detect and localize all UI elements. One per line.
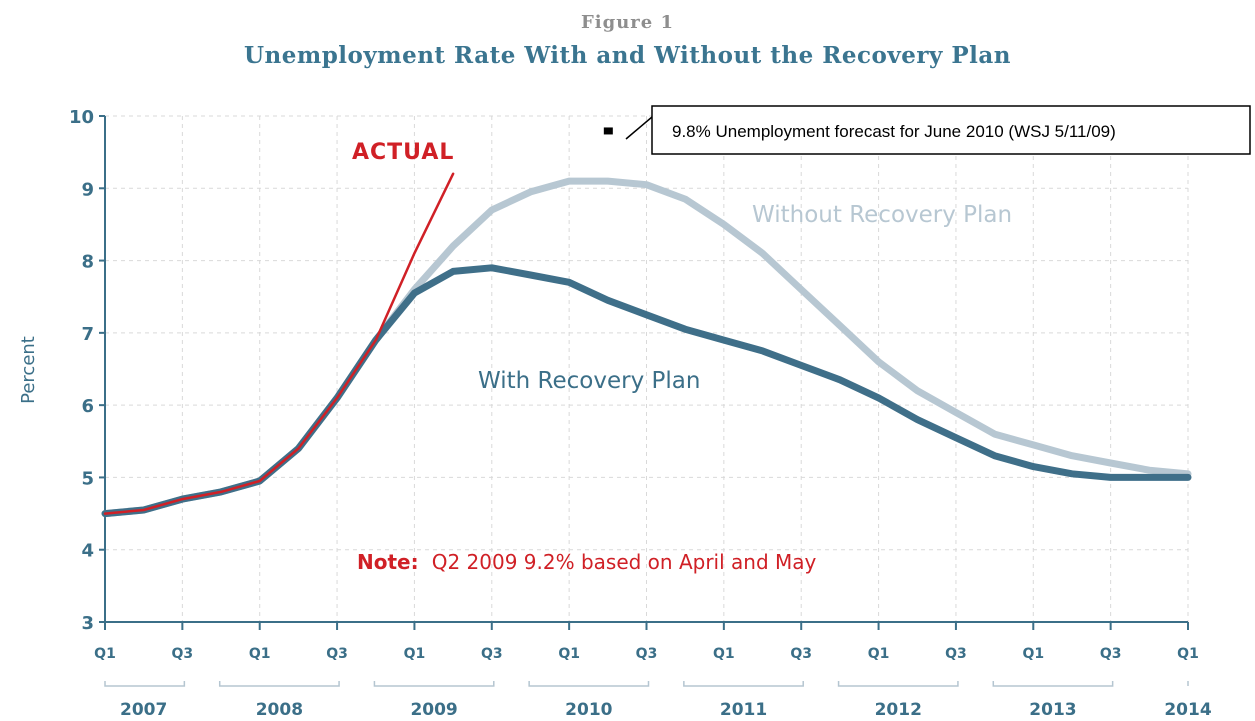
callout-box — [651, 105, 1251, 155]
x-tick-label: Q3 — [172, 646, 194, 662]
x-year-label: 2010 — [565, 700, 612, 720]
y-tick-label: 9 — [81, 179, 94, 200]
without-recovery-plan-label: Without Recovery Plan — [752, 202, 1012, 228]
note-bold: Note: — [357, 550, 419, 574]
x-tick-label: Q1 — [404, 646, 426, 662]
x-tick-label: Q3 — [481, 646, 503, 662]
series-lines — [101, 172, 1192, 518]
x-tick-label: Q3 — [790, 646, 812, 662]
year-bracket — [218, 681, 340, 687]
x-tick-label: Q1 — [558, 646, 580, 662]
x-tick-label: Q3 — [1100, 646, 1122, 662]
x-tick-label: Q1 — [868, 646, 890, 662]
forecast-marker — [603, 127, 613, 135]
x-tick-label: Q3 — [636, 646, 658, 662]
x-tick-label: Q3 — [945, 646, 967, 662]
actual-label: ACTUAL — [352, 140, 454, 165]
year-bracket — [837, 681, 959, 687]
with-recovery-plan-label: With Recovery Plan — [478, 368, 700, 394]
y-tick-label: 6 — [81, 396, 94, 417]
series-actual — [103, 172, 455, 515]
x-tick-label: Q1 — [249, 646, 271, 662]
x-year-label: 2007 — [120, 700, 167, 720]
year-bracket — [528, 681, 650, 687]
forecast-callout: 9.8% Unemployment forecast for June 2010… — [603, 105, 1251, 155]
x-tick-label: Q3 — [326, 646, 348, 662]
x-year-label: 2012 — [875, 700, 922, 720]
year-bracket — [683, 681, 804, 687]
y-tick-labels: 3 4 5 6 7 8 9 10 — [69, 107, 105, 634]
year-bracket — [104, 681, 186, 687]
x-tick-labels: Q1 Q3 Q1 Q3 Q1 Q3 Q1 Q3 Q1 Q3 Q1 Q3 Q1 Q3 Q1 — [94, 622, 1199, 662]
figure-label: Figure 1 — [580, 12, 675, 33]
x-year-label: 2011 — [720, 700, 767, 720]
x-year-labels: 2007 2008 2009 2010 2011 2012 2013 2014 — [104, 681, 1212, 720]
x-year-label: 2009 — [410, 700, 457, 720]
y-tick-label: 8 — [81, 252, 94, 273]
y-tick-label: 10 — [69, 107, 94, 128]
year-bracket — [373, 681, 495, 687]
x-tick-label: Q1 — [1177, 646, 1199, 662]
x-year-label: 2008 — [256, 700, 303, 720]
note-annotation: Note: Q2 2009 9.2% based on April and Ma… — [357, 550, 817, 574]
year-bracket — [992, 681, 1114, 687]
note-text: Q2 2009 9.2% based on April and May — [432, 550, 817, 574]
chart-title: Unemployment Rate With and Without the R… — [243, 42, 1012, 69]
x-tick-label: Q1 — [713, 646, 735, 662]
x-year-label: 2014 — [1164, 700, 1211, 720]
x-tick-label: Q1 — [1022, 646, 1044, 662]
callout-leader-line — [625, 116, 653, 140]
y-axis-label: Percent — [18, 336, 39, 404]
y-tick-label: 7 — [81, 324, 94, 345]
y-tick-label: 5 — [81, 468, 94, 489]
y-tick-label: 3 — [81, 613, 94, 634]
y-tick-label: 4 — [81, 541, 94, 562]
callout-text: 9.8% Unemployment forecast for June 2010… — [672, 122, 1116, 141]
x-tick-label: Q1 — [94, 646, 116, 662]
x-year-label: 2013 — [1029, 700, 1076, 720]
